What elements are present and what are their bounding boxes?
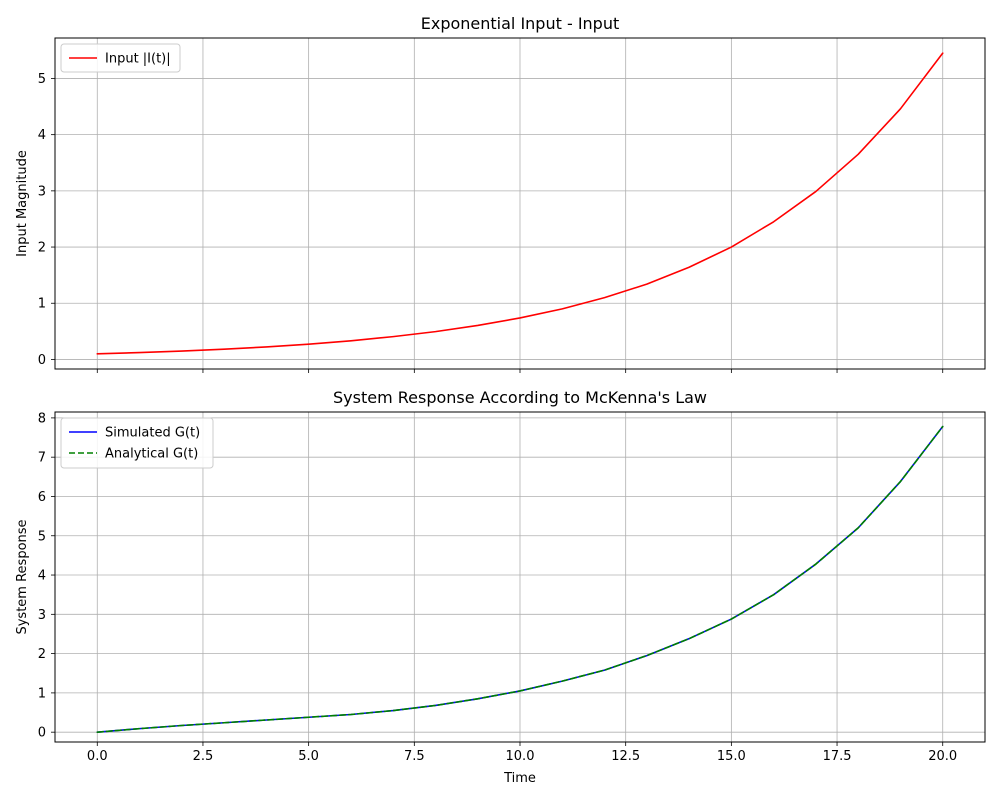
y-tick-label: 6	[38, 490, 46, 505]
x-tick-label: 12.5	[611, 749, 640, 764]
y-tick-label: 3	[38, 184, 46, 199]
y-tick-label: 1	[38, 297, 46, 312]
y-tick-label: 5	[38, 72, 46, 87]
x-tick-label: 20.0	[928, 749, 957, 764]
y-axis-label: Input Magnitude	[15, 150, 30, 257]
y-axis-label: System Response	[15, 519, 30, 634]
x-tick-label: 15.0	[717, 749, 746, 764]
y-tick-label: 8	[38, 411, 46, 426]
x-tick-label: 10.0	[506, 749, 535, 764]
y-tick-label: 4	[38, 128, 46, 143]
chart-title: Exponential Input - Input	[421, 14, 620, 33]
y-tick-label: 0	[38, 353, 46, 368]
y-tick-label: 4	[38, 569, 46, 584]
y-tick-label: 7	[38, 451, 46, 466]
x-tick-label: 7.5	[404, 749, 425, 764]
series-line-input-i-t	[96, 52, 944, 355]
legend: Simulated G(t) Analytical G(t)	[60, 417, 214, 469]
series-line-analytical-g-t	[96, 425, 944, 733]
y-tick-label: 2	[38, 241, 46, 256]
input-chart: 0 1 2 3 4 5 Exponential Input - Input Input Mag…	[15, 14, 986, 373]
legend: Input |I(t)|	[60, 43, 181, 73]
x-tick-label: 5.0	[298, 749, 319, 764]
y-tick-label: 0	[38, 726, 46, 741]
response-chart: 0.0 2.5 5.0 7.5 10.0 12.5 15.0 17.5 20.0 0 1 2 3 4 5 6 7…	[15, 388, 986, 786]
x-axis-label: Time	[503, 771, 536, 786]
x-tick-label: 0.0	[87, 749, 108, 764]
legend-box	[60, 417, 214, 469]
x-tick-label: 17.5	[823, 749, 852, 764]
legend-label: Analytical G(t)	[105, 447, 198, 462]
x-tick-label: 2.5	[193, 749, 214, 764]
chart-title: System Response According to McKenna's L…	[333, 388, 707, 407]
y-tick-label: 3	[38, 608, 46, 623]
y-tick-label: 5	[38, 529, 46, 544]
y-tick-label: 1	[38, 686, 46, 701]
y-tick-label: 2	[38, 647, 46, 662]
legend-box	[60, 43, 181, 73]
legend-label: Simulated G(t)	[105, 426, 200, 441]
legend-label: Input |I(t)|	[105, 52, 171, 67]
